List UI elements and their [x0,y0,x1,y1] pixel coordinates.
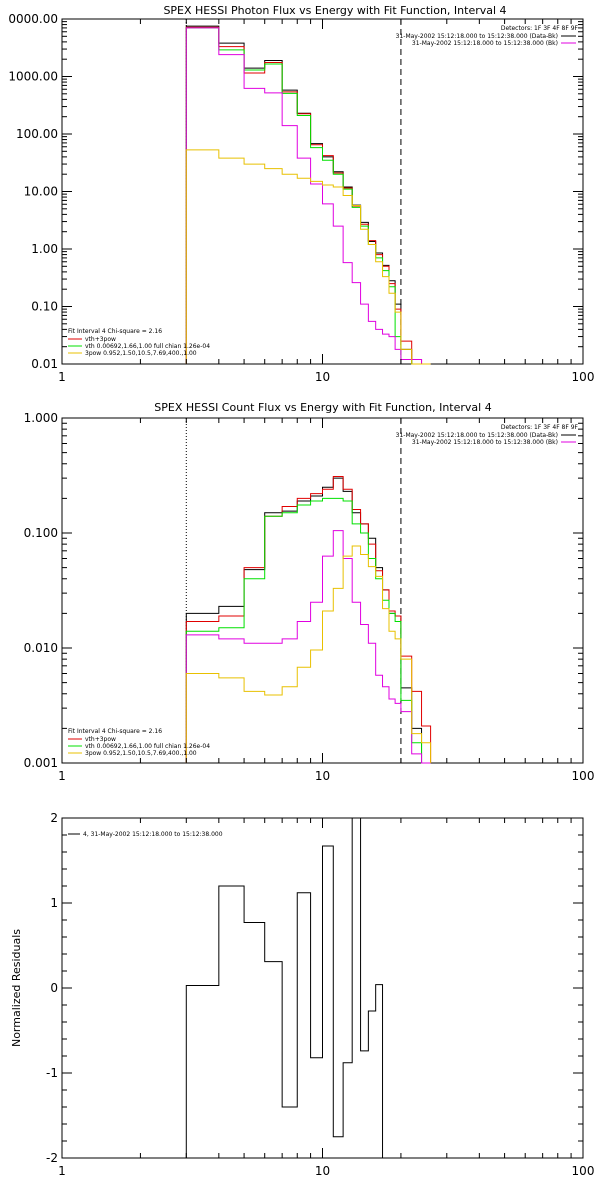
legend-entry: vth 0.00692,1.66,1.00 full chian 1.26e-0… [85,343,210,350]
y-tick-label: 0.10 [31,300,58,314]
photon-flux-chart: SPEX HESSI Photon Flux vs Energy with Fi… [8,4,594,384]
y-tick-label: 0.001 [24,756,58,770]
series-line-2 [185,27,431,365]
y-tick-label: 1.000 [24,411,58,425]
x-tick-label: 100 [572,370,595,384]
series-line-1 [185,26,431,365]
series-line-0 [185,817,384,1158]
series-line-0 [185,25,431,365]
y-tick-label: 0.010 [24,641,58,655]
legend-entry: 3pow 0.952,1.50,10.5,7.69,400.,1.00 [85,350,197,357]
y-tick-label: 1000.00 [8,70,58,84]
fit-legend-header: Fit Interval 4 Chi-square = 2.16 [68,728,162,735]
time-range-bk: 31-May-2002 15:12:18.000 to 15:12:38.000… [412,40,558,47]
series-line-3 [185,27,431,365]
fit-legend-header: Fit Interval 4 Chi-square = 2.16 [68,328,162,335]
series-line-0 [185,477,431,764]
fit-legend: Fit Interval 4 Chi-square = 2.16 vth+3po… [68,328,210,357]
x-tick-label: 10 [315,769,330,783]
legend-entry: vth 0.00692,1.66,1.00 full chian 1.26e-0… [85,743,210,750]
series-layer [185,418,432,764]
x-tick-label: 1 [58,370,66,384]
x-tick-label: 10 [315,1164,330,1178]
fit-legend: Fit Interval 4 Chi-square = 2.16 vth+3po… [68,728,210,757]
y-tick-label: 0.100 [24,526,58,540]
residuals-chart: 1 10 100 -2 -1 0 1 2 Normalized Residuals 4, 31… [10,811,594,1178]
y-tick-label: -2 [46,1151,58,1165]
x-tick-label: 100 [572,1164,595,1178]
series-layer [185,817,384,1158]
y-tick-label: 1 [50,896,58,910]
series-line-3 [185,530,431,764]
y-tick-label: 0 [50,981,58,995]
time-range-data-bk: 31-May-2002 15:12:18.000 to 15:12:38.000… [396,432,558,439]
y-tick-label: 0000.00 [8,12,58,26]
x-tick-label: 10 [315,370,330,384]
y-tick-label: 2 [50,811,58,825]
axis-layer: 1 10 100 -2 -1 0 1 2 [46,811,594,1178]
detectors-label: Detectors: 1F 3F 4F 8F 9F [501,25,579,32]
axis-layer: 1 10 100 0.01 0.10 1.00 10.00 100.00 1000.00 0000… [8,12,594,384]
detectors-label: Detectors: 1F 3F 4F 8F 9F [501,424,579,431]
y-tick-label: 0.01 [31,357,58,371]
legend-entry: vth+3pow [85,336,116,343]
y-tick-label: -1 [46,1066,58,1080]
x-tick-label: 100 [572,769,595,783]
y-tick-label: 100.00 [16,127,58,141]
series-line-4 [185,149,431,365]
axis-layer: 1 10 100 0.001 0.010 0.100 1.000 [24,411,595,783]
x-tick-label: 1 [58,769,66,783]
series-layer [185,19,431,365]
legend-entry: vth+3pow [85,736,116,743]
legend-entry: 3pow 0.952,1.50,10.5,7.69,400.,1.00 [85,750,197,757]
y-tick-label: 1.00 [31,242,58,256]
series-line-4 [185,545,432,763]
y-axis-label: Normalized Residuals [10,929,23,1047]
y-tick-label: 10.00 [24,185,58,199]
count-flux-chart: SPEX HESSI Count Flux vs Energy with Fit… [24,401,595,783]
series-line-1 [185,475,432,763]
series-line-2 [185,497,431,764]
chart-title: SPEX HESSI Photon Flux vs Energy with Fi… [163,4,506,17]
time-range-data-bk: 31-May-2002 15:12:18.000 to 15:12:38.000… [396,33,558,40]
legend-entry: 4, 31-May-2002 15:12:18.000 to 15:12:38.… [83,831,223,838]
x-tick-label: 1 [58,1164,66,1178]
time-range-bk: 31-May-2002 15:12:18.000 to 15:12:38.000… [412,439,558,446]
chart-title: SPEX HESSI Count Flux vs Energy with Fit… [154,401,491,414]
